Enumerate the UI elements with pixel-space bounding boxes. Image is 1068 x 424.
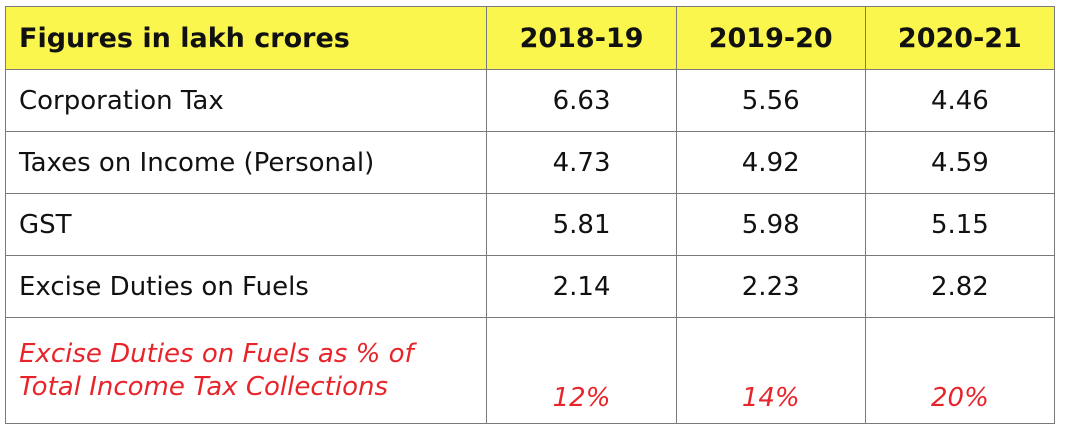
cell-value: 5.98 bbox=[675, 193, 866, 256]
header-year-2018-19: 2018-19 bbox=[486, 6, 677, 70]
table-row-gst: GST 5.81 5.98 5.15 bbox=[4, 193, 1056, 256]
cell-value: 5.56 bbox=[675, 69, 866, 132]
table-body: Corporation Tax 6.63 5.56 4.46 Taxes on … bbox=[4, 69, 1056, 424]
highlight-label-line-1: Excise Duties on Fuels as % of bbox=[19, 338, 414, 369]
cell-value: 4.73 bbox=[486, 131, 677, 194]
cell-value: 5.15 bbox=[864, 193, 1056, 256]
highlight-cell-value: 14% bbox=[675, 317, 866, 424]
cell-value: 2.14 bbox=[486, 255, 677, 318]
row-label: Excise Duties on Fuels bbox=[4, 255, 488, 318]
header-row: Figures in lakh crores 2018-19 2019-20 2… bbox=[4, 6, 1056, 70]
table-row-corporation-tax: Corporation Tax 6.63 5.56 4.46 bbox=[4, 69, 1056, 132]
table-row-taxes-on-income: Taxes on Income (Personal) 4.73 4.92 4.5… bbox=[4, 131, 1056, 194]
row-label: Taxes on Income (Personal) bbox=[4, 131, 488, 194]
cell-value: 5.81 bbox=[486, 193, 677, 256]
table-row-excise-percentage: Excise Duties on Fuels as % of Total Inc… bbox=[4, 317, 1056, 424]
highlight-label-line-2: Total Income Tax Collections bbox=[19, 371, 389, 402]
cell-value: 4.59 bbox=[864, 131, 1056, 194]
cell-value: 4.46 bbox=[864, 69, 1056, 132]
header-year-2020-21: 2020-21 bbox=[864, 6, 1056, 70]
table-header: Figures in lakh crores 2018-19 2019-20 2… bbox=[4, 6, 1056, 70]
highlight-row-label: Excise Duties on Fuels as % of Total Inc… bbox=[4, 317, 488, 424]
cell-value: 2.82 bbox=[864, 255, 1056, 318]
cell-value: 4.92 bbox=[675, 131, 866, 194]
cell-value: 6.63 bbox=[486, 69, 677, 132]
row-label: Corporation Tax bbox=[4, 69, 488, 132]
highlight-cell-value: 20% bbox=[864, 317, 1056, 424]
tax-collections-table: Figures in lakh crores 2018-19 2019-20 2… bbox=[4, 6, 1056, 424]
header-label: Figures in lakh crores bbox=[4, 6, 488, 70]
cell-value: 2.23 bbox=[675, 255, 866, 318]
row-label: GST bbox=[4, 193, 488, 256]
table-row-excise-duties: Excise Duties on Fuels 2.14 2.23 2.82 bbox=[4, 255, 1056, 318]
header-year-2019-20: 2019-20 bbox=[675, 6, 866, 70]
highlight-cell-value: 12% bbox=[486, 317, 677, 424]
